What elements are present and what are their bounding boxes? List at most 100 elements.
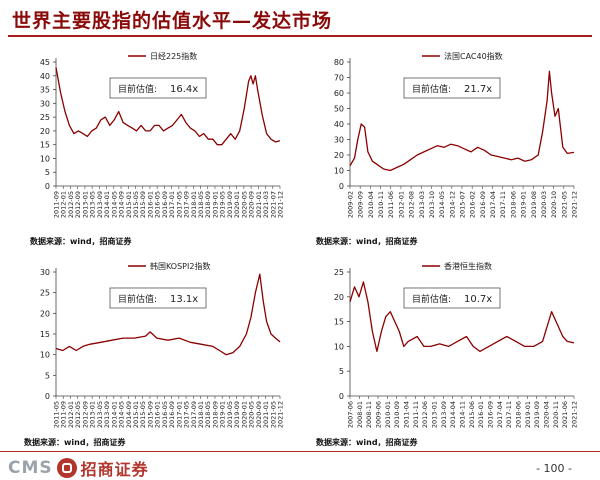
x-tick-label: 2020-03: [540, 191, 548, 218]
x-tick-label: 2012-01: [397, 191, 405, 218]
series-line: [55, 67, 281, 146]
valuation-value: 10.7x: [464, 294, 492, 305]
valuation-box: [109, 77, 207, 99]
x-tick-label: 2014-12: [448, 191, 456, 218]
x-tick-label: 2014-05: [438, 191, 446, 218]
x-tick-label: 2015-01: [132, 401, 140, 428]
y-tick-label: 20: [334, 293, 344, 302]
x-tick-label: 2011-09: [53, 191, 61, 218]
series-line: [349, 281, 575, 353]
y-tick-label: 0: [339, 392, 344, 401]
legend-label: 日经225指数: [150, 51, 197, 61]
legend-label: 法国CAC40指数: [444, 51, 503, 61]
x-tick-label: 2017-11: [505, 401, 513, 428]
x-tick-label: 2018-01: [190, 191, 198, 218]
y-tick-label: 5: [339, 367, 344, 376]
x-tick-label: 2019-09: [533, 401, 541, 428]
x-tick-label: 2015-09: [146, 401, 154, 428]
x-tick-label: 2021-07: [269, 191, 277, 218]
source-note: 数据来源：wind，招商证券: [30, 237, 132, 246]
x-tick-label: 2020-09: [255, 401, 263, 428]
x-tick-label: 2016-09: [487, 401, 495, 428]
brand-name: 招商证券: [80, 460, 149, 479]
x-tick-label: 2017-09: [183, 191, 191, 218]
cms-logo-icon: [56, 458, 77, 478]
valuation-label: 目前估值:: [118, 83, 157, 95]
x-tick-label: 2017-05: [175, 191, 183, 218]
valuation-label: 目前估值:: [412, 293, 451, 305]
x-tick-label: 2009-09: [357, 191, 365, 218]
x-tick-label: 2021-05: [560, 191, 568, 218]
x-tick-label: 2016-01: [146, 191, 154, 218]
y-tick-label: 10: [40, 351, 50, 360]
x-tick-label: 2013-09: [96, 191, 104, 218]
x-tick-label: 2017-11: [499, 191, 507, 218]
x-tick-label: 2020-09: [248, 191, 256, 218]
valuation-box: [109, 287, 207, 309]
x-tick-label: 2010-11: [377, 191, 385, 218]
x-tick-label: 2021-05: [269, 401, 277, 428]
x-tick-label: 2020-04: [543, 401, 551, 428]
x-tick-label: 2016-09: [168, 401, 176, 428]
y-tick-label: 10: [40, 154, 50, 163]
x-tick-label: 2012-01: [60, 191, 68, 218]
chart-nikkei: 0 5 10 15 20 25 30 35 40 45 2011-09 2012-01 2012-05 2…: [18, 48, 288, 237]
x-tick-label: 2014-05: [110, 191, 118, 218]
page-number: - 100 -: [536, 462, 572, 475]
x-tick-label: 2010-04: [367, 191, 375, 218]
x-tick-label: 2009-02: [347, 191, 355, 218]
x-tick-label: 2021-12: [571, 191, 579, 218]
y-tick-label: 40: [40, 72, 50, 81]
x-tick-label: 2021-06: [561, 401, 569, 428]
y-tick-label: 0: [339, 182, 344, 191]
x-tick-label: 2012-09: [74, 191, 82, 218]
x-tick-label: 2017-04: [489, 191, 497, 218]
x-tick-label: 2016-09: [161, 191, 169, 218]
x-tick-label: 2015-06: [468, 401, 476, 428]
y-tick-label: 25: [40, 113, 50, 122]
x-tick-label: 2017-01: [175, 401, 183, 428]
x-tick-label: 2012-05: [74, 401, 82, 428]
footer-divider: [0, 451, 600, 452]
x-tick-label: 2012-06: [421, 401, 429, 428]
x-tick-label: 2011-09: [60, 401, 68, 428]
x-tick-label: 2013-01: [431, 401, 439, 428]
x-tick-label: 2015-05: [132, 191, 140, 218]
y-tick-label: 30: [334, 136, 344, 145]
x-tick-label: 2017-01: [168, 191, 176, 218]
x-tick-label: 2014-05: [118, 401, 126, 428]
x-tick-label: 2014-11: [459, 401, 467, 428]
valuation-value: 16.4x: [170, 84, 198, 95]
y-tick-label: 35: [40, 86, 50, 95]
x-tick-label: 2016-05: [161, 401, 169, 428]
chart-cac40: 0 10 20 30 40 50 60 70 80 2009-02 2009-09 2010-04 20…: [312, 48, 582, 237]
y-tick-label: 30: [40, 99, 50, 108]
y-tick-label: 5: [45, 371, 50, 380]
x-tick-label: 2013-01: [89, 401, 97, 428]
source-note: 数据来源：wind，招商证券: [24, 438, 126, 447]
x-tick-label: 2013-03: [418, 191, 426, 218]
y-tick-label: 45: [40, 58, 50, 67]
y-tick-label: 25: [334, 268, 344, 277]
x-tick-label: 2021-12: [277, 191, 285, 218]
x-tick-label: 2008-01: [356, 401, 364, 428]
y-tick-label: 20: [40, 127, 50, 136]
y-tick-label: 20: [334, 151, 344, 160]
legend-label: 韩国KOSPI2指数: [150, 261, 210, 271]
x-tick-label: 2018-09: [211, 401, 219, 428]
x-tick-label: 2014-01: [110, 401, 118, 428]
x-tick-label: 2013-09: [103, 401, 111, 428]
y-tick-label: 40: [334, 120, 344, 129]
valuation-box: [403, 287, 501, 309]
x-tick-label: 2013-05: [96, 401, 104, 428]
x-tick-label: 2017-09: [190, 401, 198, 428]
x-tick-label: 2015-09: [139, 191, 147, 218]
chart-hangseng: 0 5 10 15 20 25 2007-06 2008-01 2008-11 2009-06 20…: [312, 258, 582, 447]
x-tick-label: 2021-01: [255, 191, 263, 218]
x-tick-label: 2017-05: [183, 401, 191, 428]
x-tick-label: 2016-09: [479, 191, 487, 218]
y-tick-label: 0: [45, 182, 50, 191]
x-tick-label: 2013-01: [81, 191, 89, 218]
x-tick-label: 2016-01: [154, 401, 162, 428]
x-tick-label: 2020-10: [550, 191, 558, 218]
